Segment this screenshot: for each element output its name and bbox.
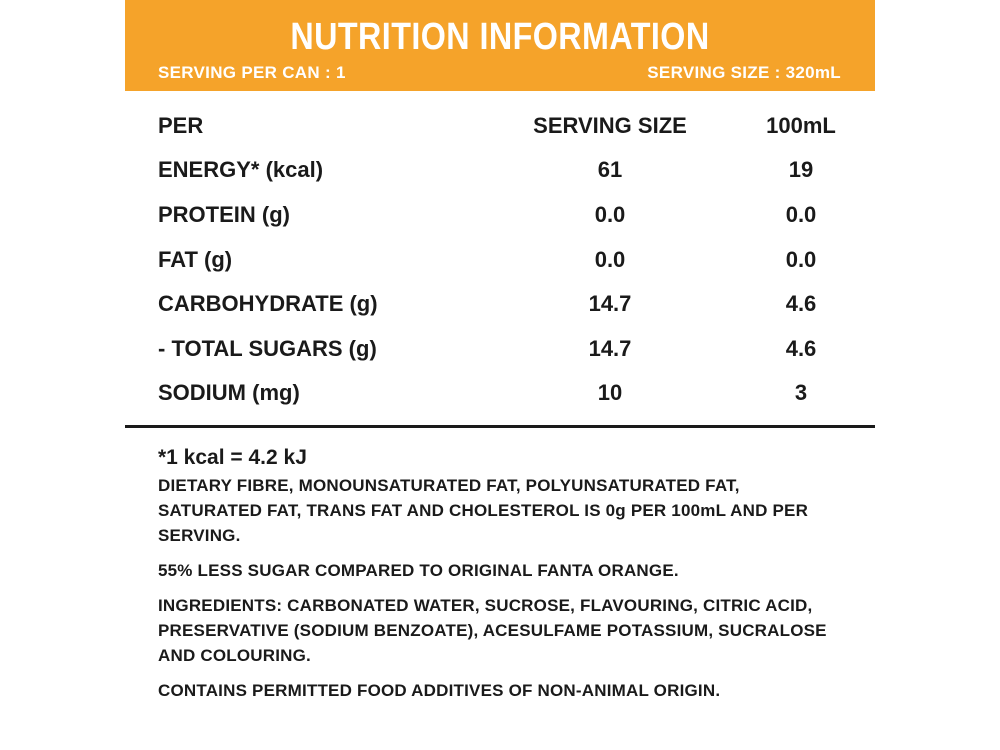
per-100ml-value: 0.0 [785,202,817,227]
nutrient-name: - TOTAL SUGARS (g) [158,336,377,361]
serving-value: 10 [597,380,623,405]
per-100ml-value: 4.6 [785,336,817,361]
nutrient-name: PROTEIN (g) [158,202,290,227]
per-100ml-value: 3 [794,380,808,405]
ingredients-list: INGREDIENTS: CARBONATED WATER, SUCROSE, … [158,596,827,665]
footnotes: *1 kcal = 4.2 kJ DIETARY FIBRE, MONOUNSA… [158,445,848,703]
nutrition-panel: NUTRITION INFORMATION SERVING PER CAN : … [125,0,875,750]
column-header-per: PER [158,113,204,138]
panel-title: NUTRITION INFORMATION [290,16,710,58]
nutrient-name: CARBOHYDRATE (g) [158,291,378,316]
additives-note: CONTAINS PERMITTED FOOD ADDITIVES OF NON… [158,681,721,700]
serving-size: SERVING SIZE : 320mL [647,63,841,82]
table-row-sodium: SODIUM (mg) 10 3 [125,380,875,420]
per-100ml-value: 0.0 [785,247,817,272]
serving-value: 61 [597,157,623,182]
serving-value: 0.0 [594,247,626,272]
per-100ml-value: 19 [788,157,814,182]
table-row-fat: FAT (g) 0.0 0.0 [125,247,875,287]
table-row-total-sugars: - TOTAL SUGARS (g) 14.7 4.6 [125,336,875,376]
section-divider [125,425,875,428]
serving-value: 0.0 [594,202,626,227]
column-header-100ml: 100mL [766,113,836,138]
serving-per-can: SERVING PER CAN : 1 [158,63,346,82]
serving-value: 14.7 [588,291,632,316]
column-header-serving-size: SERVING SIZE [533,113,687,138]
nutrient-name: FAT (g) [158,247,233,272]
serving-value: 14.7 [588,336,632,361]
table-header-row: PER SERVING SIZE 100mL [125,113,875,153]
nutrition-header: NUTRITION INFORMATION SERVING PER CAN : … [125,0,875,91]
table-row-energy: ENERGY* (kcal) 61 19 [125,157,875,197]
per-100ml-value: 4.6 [785,291,817,316]
dietary-note: DIETARY FIBRE, MONOUNSATURATED FAT, POLY… [158,476,809,545]
kcal-conversion-note: *1 kcal = 4.2 kJ [158,446,307,469]
table-row-carbohydrate: CARBOHYDRATE (g) 14.7 4.6 [125,291,875,331]
table-row-protein: PROTEIN (g) 0.0 0.0 [125,202,875,242]
less-sugar-note: 55% LESS SUGAR COMPARED TO ORIGINAL FANT… [158,561,679,580]
nutrient-name: ENERGY* (kcal) [158,157,324,182]
nutrient-name: SODIUM (mg) [158,380,300,405]
